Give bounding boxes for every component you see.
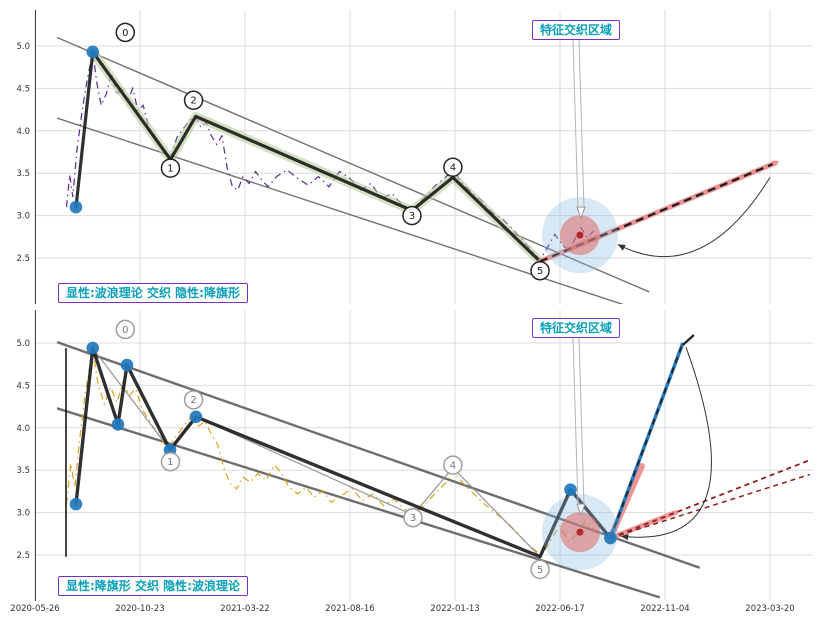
pivot-dot <box>69 497 83 511</box>
channel-line <box>56 36 650 293</box>
pivot-dot <box>604 531 617 545</box>
wave-number-label: 5 <box>537 565 543 576</box>
x-tick-label: 2021-03-22 <box>220 604 269 614</box>
wave-number-circle <box>160 158 181 178</box>
leader-arrowhead <box>576 503 586 517</box>
curved-arrow <box>617 177 771 258</box>
pivot-dot <box>111 418 125 431</box>
x-tick-label: 2023-03-20 <box>745 604 794 614</box>
x-tick-label: 2020-05-26 <box>10 604 59 614</box>
wave-number-circle <box>530 260 550 281</box>
wave-number-label: 5 <box>537 266 543 277</box>
pattern-legend-top: 显性:波浪理论 交织 隐性:降旗形 <box>58 283 248 303</box>
y-tick-label: 4.5 <box>16 84 30 94</box>
pivot-dot <box>69 200 83 214</box>
y-tick-label: 3.5 <box>16 169 30 179</box>
y-tick-label: 3.5 <box>16 466 30 476</box>
price-line-top <box>65 51 595 261</box>
channel-line <box>56 117 624 304</box>
price-line-bottom <box>65 349 595 555</box>
wave-number-circle <box>443 455 463 475</box>
y-tick-label: 4.0 <box>16 424 30 434</box>
wave-number-label: 3 <box>409 211 415 222</box>
panel-bottom: 0 1 2 3 4 5 <box>34 310 813 601</box>
leader-line <box>578 39 585 208</box>
pivot-dot <box>189 410 203 424</box>
x-tick-label: 2021-08-16 <box>325 604 374 614</box>
pattern-line-bottom <box>74 346 613 559</box>
x-tick-label: 2020-10-23 <box>115 604 164 614</box>
y-tick-label: 2.5 <box>16 551 30 561</box>
wave-number-label: 4 <box>450 163 456 174</box>
wave-number-circle <box>402 205 422 226</box>
x-tick-label: 2022-11-04 <box>640 604 689 614</box>
hidden-wave-line <box>92 347 541 558</box>
feature-zone-annotation-top: 特征交织区域 <box>531 20 621 40</box>
channel-line <box>56 407 661 599</box>
wave-number-circle <box>160 451 181 472</box>
leader-arrowhead <box>576 206 586 220</box>
leader-line <box>572 337 579 505</box>
x-tick-label: 2022-01-13 <box>430 604 479 614</box>
leader-line <box>578 337 585 505</box>
y-tick-label: 3.0 <box>16 509 30 519</box>
wave-number-label: 3 <box>410 513 416 524</box>
pattern-legend-bottom: 显性:降旗形 交织 隐性:波浪理论 <box>58 576 248 596</box>
wave-number-label: 0 <box>122 28 128 39</box>
wave-number-circle <box>443 157 463 178</box>
wave-number-circle <box>115 319 136 340</box>
wave-number-circle <box>115 22 136 43</box>
wave-number-circle <box>183 90 204 111</box>
wave-number-label: 4 <box>450 461 456 472</box>
x-tick-label: 2022-06-17 <box>535 604 584 614</box>
wave-number-label: 2 <box>190 395 196 406</box>
y-tick-label: 3.0 <box>16 212 30 222</box>
secondary-projection-dashed <box>610 473 811 539</box>
pivot-dot <box>86 45 100 59</box>
wave-number-label: 1 <box>167 164 173 175</box>
wave-band <box>88 47 545 266</box>
wave-number-circle <box>530 559 550 580</box>
wave-number-label: 2 <box>190 96 196 107</box>
wave-number-label: 1 <box>167 457 173 468</box>
y-tick-label: 5.0 <box>16 42 30 52</box>
wave-number-label: 0 <box>122 325 128 336</box>
pivot-dot <box>564 483 577 497</box>
y-tick-label: 5.0 <box>16 339 30 349</box>
pivot-dot <box>120 358 134 372</box>
y-tick-label: 4.0 <box>16 127 30 137</box>
y-tick-label: 4.5 <box>16 381 30 391</box>
wave-number-circle <box>183 390 204 410</box>
feature-zone-annotation-bottom: 特征交织区域 <box>531 318 621 338</box>
highlight-center-dot <box>576 231 584 239</box>
pattern-line-top <box>74 50 542 263</box>
panel-top: 0 1 2 3 4 5 <box>34 10 813 304</box>
curved-arrow <box>620 347 712 538</box>
highlight-center-dot <box>576 528 584 536</box>
wave-number-circle <box>403 507 423 528</box>
y-tick-label: 2.5 <box>16 254 30 264</box>
pole-projection-dashed <box>609 342 684 539</box>
pivot-dot <box>86 341 100 355</box>
leader-line <box>572 39 579 208</box>
flag-top-marker <box>682 334 695 346</box>
